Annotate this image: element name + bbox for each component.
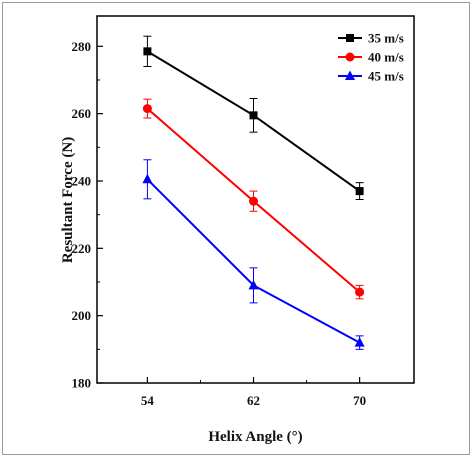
y-tick-label: 180 [72,376,92,391]
data-point [143,47,152,56]
data-point [142,173,153,184]
legend-marker [345,70,355,80]
legend-label: 45 m/s [368,69,404,84]
y-tick-label: 260 [72,106,92,121]
legend-label: 35 m/s [368,31,404,46]
data-point [355,187,364,196]
y-tick-label: 220 [72,241,92,256]
data-point [142,104,152,114]
chart-frame [2,2,470,455]
data-point [249,196,259,206]
x-axis-title: Helix Angle (°) [208,429,302,445]
axis-ticks: 180 200 220 240 260 280 54 62 70 [72,39,367,408]
legend: 35 m/s 40 m/s 45 m/s [338,31,404,84]
y-tick-label: 200 [72,308,92,323]
legend-label: 40 m/s [368,50,404,65]
data-point [249,111,258,120]
series-markers [142,35,365,350]
x-tick-label: 54 [141,393,155,408]
x-tick-label: 62 [247,393,260,408]
y-tick-label: 240 [72,173,92,188]
data-point [355,287,365,297]
legend-marker [346,34,354,42]
y-tick-label: 280 [72,39,92,54]
x-tick-label: 70 [353,393,366,408]
data-point [248,279,259,290]
plot-area-border [96,15,415,384]
data-point [354,337,365,347]
legend-marker [345,52,355,62]
y-axis-title: Resultant Force (N) [60,137,76,263]
